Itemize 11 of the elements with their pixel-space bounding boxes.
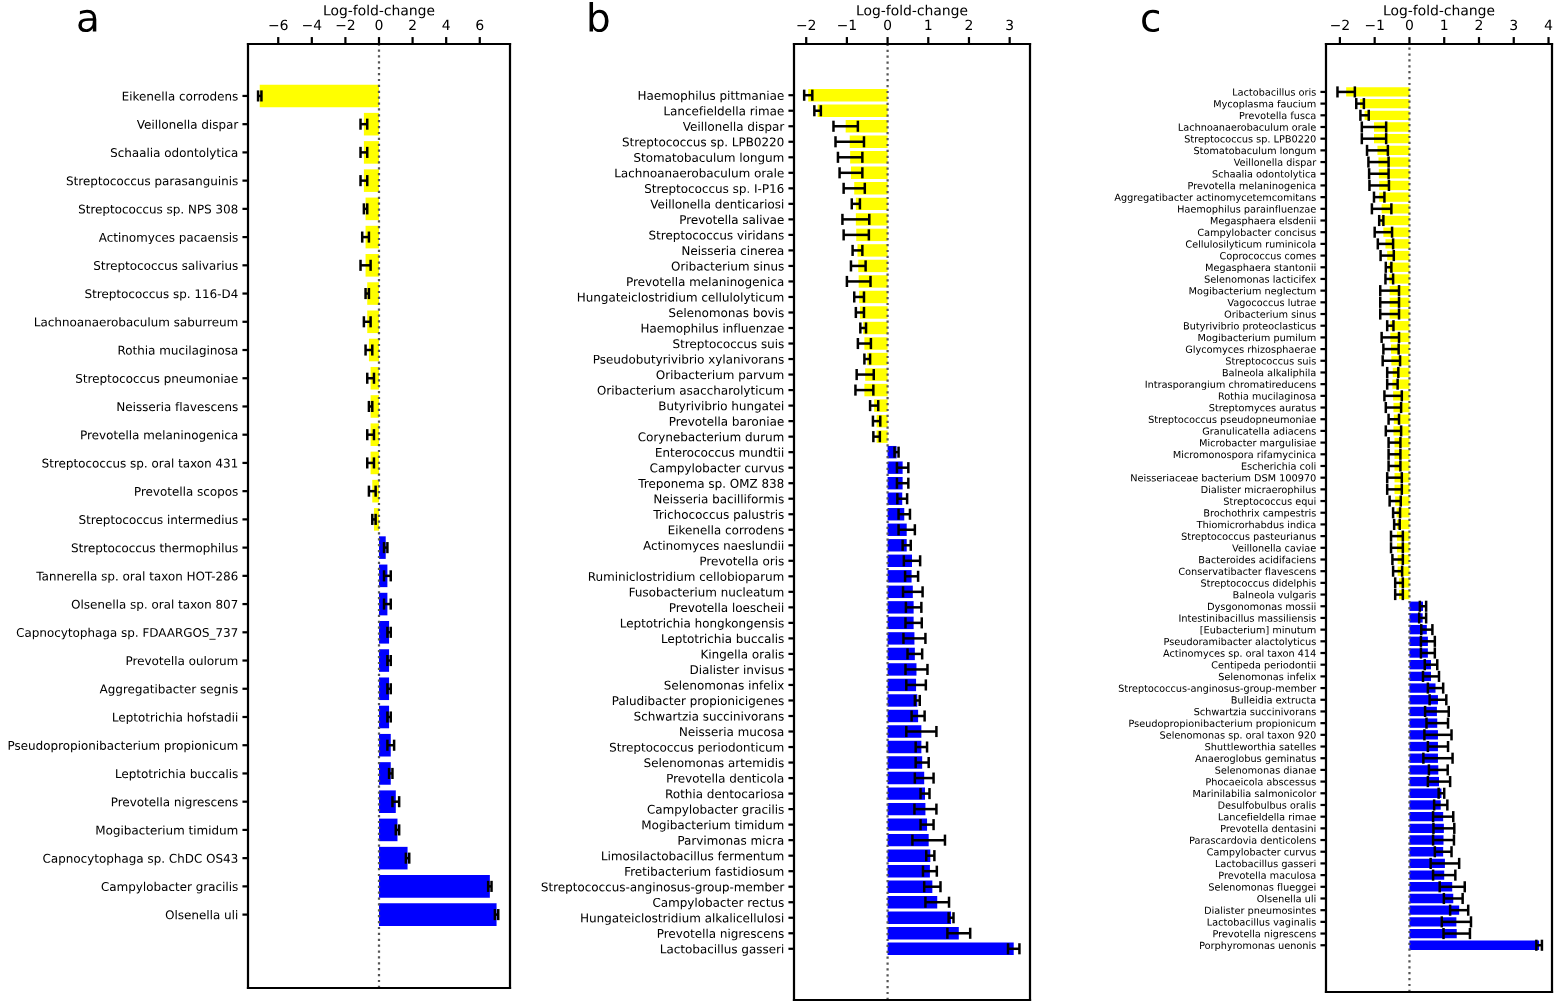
bar [379, 846, 408, 870]
bar [363, 112, 379, 136]
bar [259, 84, 379, 108]
bar [887, 942, 1014, 955]
bar [379, 903, 497, 926]
bar [379, 875, 490, 898]
bar [808, 89, 888, 102]
chart-title: c [1142, 9, 1159, 33]
chart-title: b [589, 2, 609, 33]
chart-title: a [78, 9, 97, 33]
bar [363, 169, 379, 192]
